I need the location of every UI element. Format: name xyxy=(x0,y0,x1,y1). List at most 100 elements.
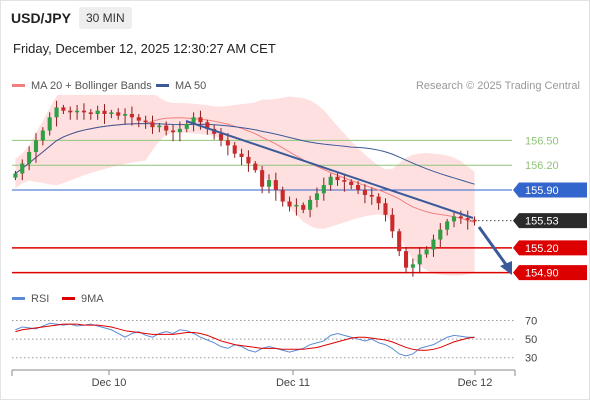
candle xyxy=(75,110,80,113)
ma50-line xyxy=(15,123,475,185)
candle xyxy=(458,216,463,219)
rsi-tick-0: 70 xyxy=(525,315,537,327)
candle xyxy=(273,180,278,190)
symbol-label: USD/JPY xyxy=(11,10,71,26)
candle xyxy=(383,203,388,215)
level-label-2: 155.90 xyxy=(525,185,559,197)
candle xyxy=(95,110,100,114)
x-tick-label-0: Dec 10 xyxy=(92,377,127,389)
candle xyxy=(136,117,141,121)
legend-ma20-label: MA 20 + Bollinger Bands xyxy=(31,80,152,92)
level-label-0: 156.50 xyxy=(525,135,559,147)
x-tick-label-2: Dec 12 xyxy=(458,377,493,389)
candle xyxy=(129,114,134,118)
candle xyxy=(410,264,415,268)
datetime-label: Friday, December 12, 2025 12:30:27 AM CE… xyxy=(13,41,276,56)
candle xyxy=(246,156,251,164)
candle xyxy=(287,201,292,207)
rsi-line xyxy=(15,322,475,357)
candle xyxy=(390,214,395,232)
candle xyxy=(33,140,39,152)
candle xyxy=(157,125,162,128)
level-label-5: 154.90 xyxy=(525,268,559,280)
candle xyxy=(445,221,450,230)
candle xyxy=(335,176,340,181)
candle xyxy=(362,190,367,195)
candle xyxy=(294,204,299,207)
candle xyxy=(301,204,306,210)
candle xyxy=(280,190,285,202)
rsi-tick-1: 50 xyxy=(525,334,537,346)
ma20-swatch xyxy=(12,83,25,87)
legend-rsi: RSI xyxy=(12,293,49,305)
legend-ma20: MA 20 + Bollinger Bands xyxy=(12,80,152,92)
candle xyxy=(116,112,121,116)
level-label-1: 156.20 xyxy=(525,160,559,172)
candle xyxy=(61,107,66,111)
candle xyxy=(20,163,25,174)
candles xyxy=(13,100,477,277)
candle xyxy=(218,133,224,141)
timeframe-badge[interactable]: 30 MIN xyxy=(79,7,132,29)
candle xyxy=(184,123,189,129)
candle xyxy=(27,152,32,164)
level-tag-3 xyxy=(513,213,587,229)
candle xyxy=(356,185,361,190)
candle xyxy=(266,180,272,187)
research-credit: Research © 2025 Trading Central xyxy=(415,80,580,92)
candle xyxy=(164,125,169,131)
candle xyxy=(13,173,18,178)
candle xyxy=(47,117,52,131)
rsi-ma-line xyxy=(15,323,475,351)
candle xyxy=(424,249,429,255)
legend-ma50: MA 50 xyxy=(156,80,206,92)
candle xyxy=(308,199,313,210)
candle xyxy=(260,170,265,187)
level-tag-4 xyxy=(513,240,587,256)
candle xyxy=(170,130,176,133)
candle xyxy=(150,122,155,128)
candle xyxy=(102,110,107,114)
candle xyxy=(143,120,148,123)
candle xyxy=(328,176,333,186)
candle xyxy=(177,128,182,133)
ma9-swatch xyxy=(62,296,75,300)
candle xyxy=(253,163,258,171)
candle xyxy=(376,196,381,204)
candle xyxy=(321,185,326,194)
x-tick-label-1: Dec 11 xyxy=(276,377,310,389)
legend-rsi-label: RSI xyxy=(31,293,50,305)
candle xyxy=(349,181,354,186)
candle xyxy=(438,229,443,240)
candle xyxy=(314,193,320,200)
candle xyxy=(232,145,237,154)
forecast-arrow-head xyxy=(500,261,512,275)
legend-ma9: 9MA xyxy=(62,293,104,305)
ma50-swatch xyxy=(156,83,169,87)
candle xyxy=(431,239,436,250)
candle xyxy=(198,117,203,123)
candle xyxy=(417,254,422,265)
candle xyxy=(68,110,73,113)
candle xyxy=(239,153,244,157)
candle xyxy=(465,218,470,220)
candle xyxy=(397,231,402,252)
rsi-swatch xyxy=(12,296,25,300)
candle xyxy=(403,251,409,268)
level-label-3: 155.53 xyxy=(525,216,559,228)
rsi-tick-2: 30 xyxy=(525,353,537,365)
legend-ma50-label: MA 50 xyxy=(175,80,207,92)
candle xyxy=(191,117,196,124)
candle xyxy=(109,112,114,114)
candle xyxy=(472,219,477,222)
level-tag-2 xyxy=(513,182,587,198)
chart-header: USD/JPY 30 MIN xyxy=(0,0,590,36)
candle xyxy=(123,114,128,116)
candle xyxy=(369,194,374,197)
candle xyxy=(88,112,93,114)
level-label-4: 155.20 xyxy=(525,243,559,255)
level-tag-5 xyxy=(513,265,587,281)
candle xyxy=(54,107,59,118)
candle xyxy=(40,130,45,141)
